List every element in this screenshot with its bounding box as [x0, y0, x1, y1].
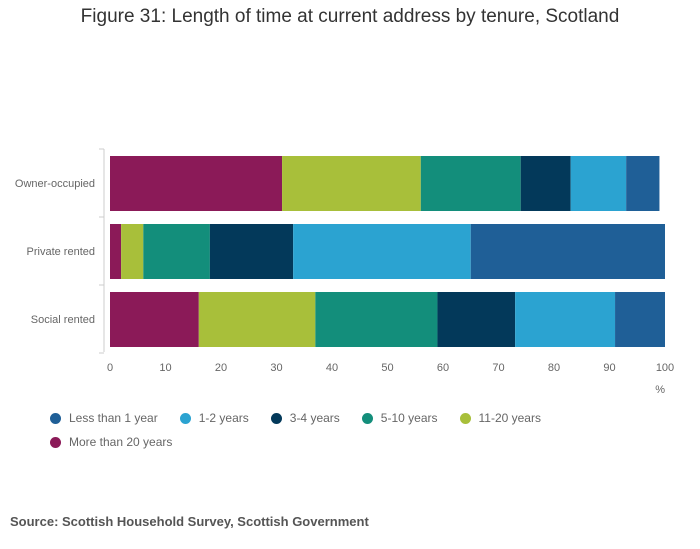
x-tick-label: 50	[381, 362, 393, 374]
bar-segment-owner-occupied-11-20-years	[282, 156, 421, 211]
bar-segment-social-rented-less-than-1-year	[615, 292, 665, 347]
legend-label: 11-20 years	[478, 411, 541, 425]
category-label: Owner-occupied	[15, 178, 95, 190]
bar-segment-social-rented-1-2-years	[515, 292, 616, 347]
bar-segment-social-rented-11-20-years	[198, 292, 316, 347]
legend-label: 3-4 years	[289, 411, 340, 425]
legend-item[interactable]: 1-2 years	[179, 411, 249, 425]
legend-item[interactable]: 3-4 years	[270, 411, 340, 425]
bar-segment-social-rented-more-than-20-years	[110, 292, 199, 347]
bar-segment-social-rented-3-4-years	[437, 292, 516, 347]
x-tick-label: 80	[548, 362, 560, 374]
source-note: Source: Scottish Household Survey, Scott…	[10, 514, 369, 529]
legend-swatch-icon	[459, 412, 471, 424]
legend-swatch-icon	[361, 412, 373, 424]
legend-item[interactable]: 5-10 years	[361, 411, 438, 425]
bar-segment-private-rented-3-4-years	[209, 224, 294, 279]
chart-legend: Less than 1 year 1-2 years 3-4 years 5-10 y…	[50, 406, 670, 454]
x-tick-label: 30	[270, 362, 282, 374]
x-tick-label: 0	[107, 362, 113, 374]
stacked-bar-chart: Owner-occupied Private rented Social rente…	[15, 148, 674, 396]
legend-swatch-icon	[270, 412, 282, 424]
legend-label: Less than 1 year	[69, 411, 158, 425]
category-label: Private rented	[27, 246, 95, 258]
legend-swatch-icon	[50, 412, 61, 424]
legend-swatch-icon	[179, 412, 191, 424]
x-axis-unit-label: %	[655, 384, 665, 396]
bar-segment-private-rented-5-10-years	[143, 224, 210, 279]
legend-row: Less than 1 year 1-2 years 3-4 years 5-10 y…	[50, 406, 670, 430]
bar-segment-private-rented-1-2-years	[293, 224, 471, 279]
bar-segment-private-rented-less-than-1-year	[470, 224, 665, 279]
bar-segment-owner-occupied-5-10-years	[420, 156, 521, 211]
bar-segment-private-rented-more-than-20-years	[110, 224, 122, 279]
legend-label: 5-10 years	[380, 411, 438, 425]
bar-segment-social-rented-5-10-years	[315, 292, 438, 347]
bar-segment-private-rented-11-20-years	[121, 224, 144, 279]
x-tick-label: 90	[603, 362, 615, 374]
legend-label: More than 20 years	[69, 435, 173, 449]
bar-segment-owner-occupied-less-than-1-year	[626, 156, 660, 211]
x-tick-label: 40	[326, 362, 338, 374]
x-tick-label: 10	[159, 362, 171, 374]
bar-segment-owner-occupied-1-2-years	[570, 156, 627, 211]
category-label: Social rented	[31, 314, 95, 326]
legend-item[interactable]: 11-20 years	[459, 411, 541, 425]
x-tick-label: 70	[492, 362, 504, 374]
x-tick-label: 100	[656, 362, 674, 374]
legend-label: 1-2 years	[198, 411, 249, 425]
x-tick-label: 60	[437, 362, 449, 374]
legend-swatch-icon	[50, 436, 61, 448]
legend-item[interactable]: More than 20 years	[50, 435, 172, 449]
legend-row: More than 20 years	[50, 430, 670, 454]
bar-segment-owner-occupied-more-than-20-years	[110, 156, 283, 211]
x-tick-label: 20	[215, 362, 227, 374]
bar-segment-owner-occupied-3-4-years	[520, 156, 571, 211]
legend-item[interactable]: Less than 1 year	[50, 411, 158, 425]
chart-title: Figure 31: Length of time at current add…	[80, 6, 620, 27]
